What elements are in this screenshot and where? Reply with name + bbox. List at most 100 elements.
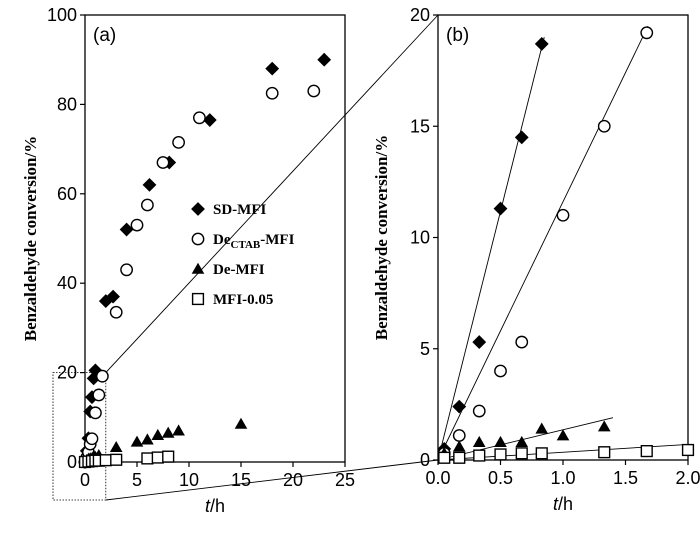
data-point: [172, 135, 186, 149]
x-tick-label: 1.0: [550, 468, 575, 488]
legend-entry: MFI-0.05: [213, 292, 273, 308]
data-point: [172, 424, 185, 436]
data-point: [514, 130, 529, 145]
data-point: [515, 435, 529, 447]
x-tick-label: 15: [231, 470, 251, 490]
data-point: [142, 177, 157, 192]
data-point: [472, 335, 487, 349]
data-point: [141, 433, 154, 445]
data-point: [438, 451, 451, 464]
legend-marker: [191, 202, 205, 216]
fit-line: [437, 37, 545, 461]
x-axis-label-unit: /h: [558, 494, 573, 514]
x-tick-label: 0.5: [488, 468, 513, 488]
legend-entry: DeCTAB-MFI: [213, 232, 295, 251]
y-tick-label: 10: [410, 228, 430, 248]
data-point: [109, 440, 123, 453]
data-point: [110, 453, 123, 466]
legend-entry-subscript: CTAB: [231, 239, 261, 251]
legend-marker: [191, 232, 205, 246]
data-point: [640, 445, 653, 458]
x-tick-label: 10: [179, 470, 199, 490]
data-point: [453, 451, 466, 464]
panel-label: (a): [93, 25, 116, 46]
data-point: [265, 61, 280, 76]
data-point: [640, 26, 654, 40]
connector-line-bottom: [105, 459, 439, 501]
panel-label: (b): [446, 25, 469, 46]
data-point: [307, 84, 321, 98]
data-point: [493, 201, 508, 216]
y-tick-label: 40: [57, 273, 77, 293]
x-tick-label: 5: [132, 470, 142, 490]
y-tick-label: 80: [57, 94, 77, 114]
data-point: [92, 388, 106, 402]
data-point: [452, 399, 467, 414]
data-point: [130, 435, 144, 447]
data-point: [119, 222, 134, 237]
panel-a-chart: 0 5 10 15 20 25 0 20 40 60 80 100 (a) t/h Benzaldehyde…: [21, 5, 355, 516]
legend-entry-main: De: [213, 232, 231, 248]
data-point: [140, 198, 154, 212]
data-point: [556, 429, 570, 441]
fit-line: [437, 417, 614, 461]
zoom-connector-lines: [52, 14, 439, 501]
data-point: [472, 435, 486, 447]
data-point: [109, 305, 123, 319]
data-point: [597, 119, 611, 133]
data-point: [130, 218, 144, 232]
data-point: [534, 37, 549, 51]
data-point: [85, 432, 99, 446]
data-point: [120, 263, 134, 277]
plot-frame: [84, 14, 346, 463]
data-point: [535, 422, 549, 434]
data-point: [556, 208, 570, 222]
legend-entry-tail: -MFI: [260, 232, 294, 248]
y-axis-label: Benzaldehyde conversion/%: [21, 136, 40, 341]
y-tick-label: 15: [410, 116, 430, 136]
x-tick-label: 0.0: [425, 468, 450, 488]
data-point: [192, 111, 206, 125]
data-point: [89, 406, 102, 420]
legend-marker: [191, 262, 205, 274]
connector-line-top: [105, 14, 439, 373]
fit-line: [437, 25, 649, 461]
legend-entry-main: SD-MFI: [213, 202, 266, 218]
data-point: [494, 435, 507, 447]
data-point: [681, 443, 695, 457]
panel-b-chart: 0.0 0.5 1.0 1.5 2.0 0 5 10 15 20 (b) t/h Benzaldehyd…: [372, 5, 700, 514]
y-tick-label: 20: [410, 5, 430, 25]
data-point: [162, 450, 175, 463]
data-point: [472, 404, 486, 418]
legend-marker: [191, 292, 205, 306]
y-tick-label: 20: [57, 363, 77, 383]
data-point: [151, 451, 164, 464]
x-tick-label: 0: [80, 470, 90, 490]
data-point: [161, 426, 175, 438]
data-point: [85, 390, 99, 405]
legend-entry-main: De-MFI: [213, 262, 265, 278]
x-axis-label: t/h: [205, 496, 225, 516]
data-point: [202, 113, 217, 127]
data-point: [494, 448, 507, 461]
x-axis-label-var: t: [553, 494, 559, 514]
data-point: [597, 420, 611, 432]
y-tick-label: 60: [57, 184, 77, 204]
y-tick-label: 100: [47, 5, 77, 25]
data-point: [156, 156, 170, 169]
data-point: [452, 429, 466, 442]
x-tick-label: 25: [335, 470, 355, 490]
data-point: [598, 446, 611, 459]
legend-entry: SD-MFI: [213, 202, 266, 218]
x-tick-label: 2.0: [675, 468, 700, 488]
legend-entry: De-MFI: [213, 262, 265, 278]
data-point: [515, 335, 529, 349]
y-axis-label: Benzaldehyde conversion/%: [372, 135, 391, 340]
legend-entry-main: MFI-0.05: [213, 292, 273, 308]
data-point: [515, 447, 528, 460]
y-tick-label: 0: [420, 450, 430, 470]
data-point: [494, 364, 507, 378]
x-tick-label: 1.5: [613, 468, 638, 488]
